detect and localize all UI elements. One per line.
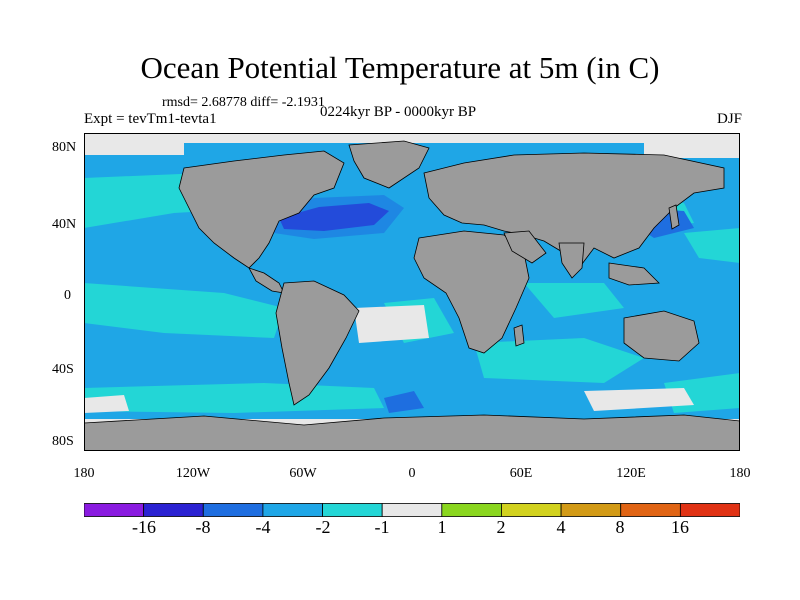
colorbar <box>84 503 740 517</box>
colorbar-label-minus2: -2 <box>315 517 331 537</box>
lat-tick-80s: 80S <box>52 434 74 449</box>
lon-tick-60e: 60E <box>509 466 533 481</box>
colorbar-swatch <box>620 503 681 517</box>
lon-tick-180w: 180 <box>73 466 95 481</box>
lat-tick-0: 0 <box>64 288 71 303</box>
lon-tick-0: 0 <box>408 466 416 481</box>
colorbar-swatch <box>143 503 204 517</box>
landmasses <box>84 140 740 451</box>
map-title: Ocean Potential Temperature at 5m (in C) <box>140 50 660 85</box>
lon-tick-120e: 120E <box>616 466 646 481</box>
season-label: DJF <box>716 111 742 127</box>
experiment-label: Expt = tevTm1-tevta1 <box>84 111 217 127</box>
lat-tick-40s: 40S <box>52 362 74 377</box>
lon-tick-120w: 120W <box>175 466 211 481</box>
rmsd-diff-stats: rmsd= 2.68778 diff= -2.1931 <box>162 95 325 110</box>
colorbar-swatch <box>679 503 740 517</box>
colorbar-swatch <box>560 503 622 517</box>
colorbar-swatch <box>84 503 145 517</box>
colorbar-label-1: 1 <box>437 517 447 537</box>
period-label: 0224kyr BP - 0000kyr BP <box>320 104 477 120</box>
colorbar-swatch <box>202 503 264 517</box>
lon-tick-60w: 60W <box>289 466 317 481</box>
colorbar-swatch <box>441 503 502 517</box>
colorbar-swatch <box>322 503 383 517</box>
colorbar-label-4: 4 <box>556 517 566 537</box>
lat-tick-80n: 80N <box>52 140 77 155</box>
colorbar-label-2: 2 <box>496 517 506 537</box>
lat-tick-40n: 40N <box>52 217 77 232</box>
colorbar-swatch <box>262 503 323 517</box>
temperature-anomaly-map <box>84 133 740 451</box>
lon-tick-180e: 180 <box>729 466 751 481</box>
colorbar-swatch <box>501 503 562 517</box>
colorbar-label-minus16: -16 <box>132 517 156 537</box>
map-frame <box>84 133 740 451</box>
south-atlantic-anomaly <box>384 391 424 413</box>
colorbar-swatch <box>381 503 443 517</box>
colorbar-label-minus4: -4 <box>255 517 271 537</box>
colorbar-label-minus8: -8 <box>195 517 211 537</box>
colorbar-label-16: 16 <box>671 517 689 537</box>
colorbar-label-minus1: -1 <box>374 517 390 537</box>
colorbar-label-8: 8 <box>615 517 625 537</box>
